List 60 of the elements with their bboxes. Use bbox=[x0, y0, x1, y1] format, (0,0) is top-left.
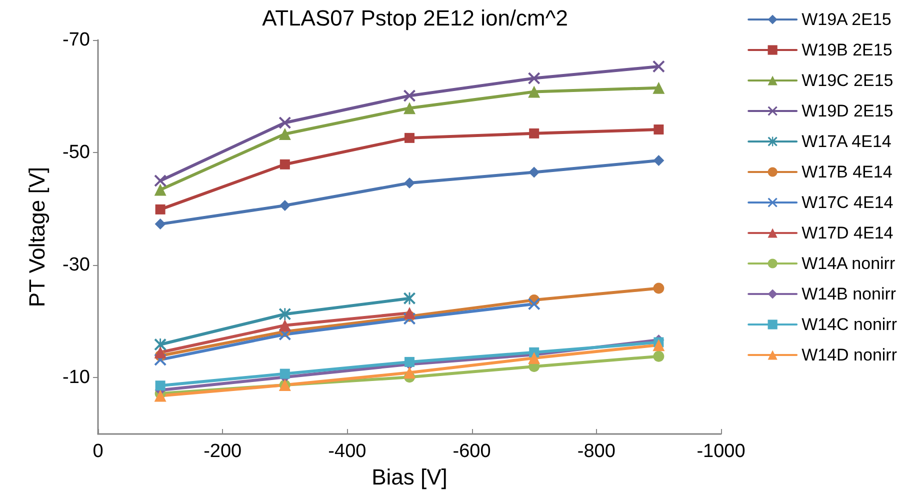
y-axis-title: PT Voltage [V] bbox=[24, 166, 50, 308]
point bbox=[280, 368, 290, 379]
point bbox=[278, 319, 291, 332]
point bbox=[278, 128, 291, 140]
point bbox=[404, 90, 416, 102]
point bbox=[652, 82, 665, 94]
point bbox=[154, 218, 166, 230]
x-tick-label: 0 bbox=[92, 441, 104, 462]
point bbox=[154, 174, 166, 187]
legend-label: W19A 2E15 bbox=[802, 10, 892, 29]
point bbox=[528, 72, 540, 84]
legend-label: W17B 4E14 bbox=[802, 162, 892, 182]
point bbox=[654, 124, 664, 134]
legend-label: W19D 2E15 bbox=[802, 102, 894, 120]
x-tick-label: -400 bbox=[328, 441, 366, 462]
point bbox=[652, 339, 665, 352]
point bbox=[528, 298, 540, 310]
y-tick-label: -70 bbox=[62, 30, 90, 50]
point bbox=[404, 292, 416, 304]
point bbox=[279, 200, 290, 211]
legend-label: W19C 2E15 bbox=[802, 71, 894, 90]
point bbox=[529, 128, 540, 138]
point bbox=[404, 132, 414, 143]
point bbox=[154, 184, 166, 196]
legend-label: W14B nonirr bbox=[802, 284, 896, 304]
point bbox=[653, 282, 664, 294]
legend-label: W17A 4E14 bbox=[802, 132, 892, 151]
legend-label: W14A nonirr bbox=[802, 254, 896, 273]
point bbox=[404, 366, 416, 379]
point bbox=[404, 177, 415, 188]
point bbox=[404, 102, 416, 114]
point bbox=[404, 306, 416, 319]
legend-label: W14D nonirr bbox=[802, 346, 898, 364]
point bbox=[404, 356, 414, 367]
chart-title: ATLAS07 Pstop 2E12 ion/cm^2 bbox=[262, 6, 568, 30]
point bbox=[154, 346, 166, 358]
x-tick-label: -600 bbox=[452, 441, 491, 462]
x-tick-label: -200 bbox=[204, 441, 242, 462]
point bbox=[155, 380, 166, 391]
legend-label: W19B 2E15 bbox=[802, 40, 892, 60]
legend-label: W17C 4E14 bbox=[802, 193, 894, 212]
point bbox=[278, 116, 291, 129]
point bbox=[280, 159, 290, 170]
point bbox=[528, 166, 540, 178]
legend-label: W14C nonirr bbox=[802, 315, 898, 334]
point bbox=[528, 352, 540, 364]
x-tick-label: -1000 bbox=[696, 441, 746, 462]
point bbox=[653, 350, 664, 362]
point bbox=[155, 204, 166, 214]
y-tick-label: -10 bbox=[62, 367, 90, 388]
point bbox=[652, 60, 665, 72]
point bbox=[278, 308, 291, 320]
x-tick-label: -800 bbox=[577, 441, 616, 462]
point bbox=[528, 86, 540, 98]
y-tick-label: -30 bbox=[62, 254, 90, 276]
y-tick-label: -50 bbox=[62, 142, 90, 164]
legend-label: W17D 4E14 bbox=[802, 224, 894, 242]
point bbox=[653, 154, 664, 166]
point bbox=[154, 390, 166, 402]
x-axis-title: Bias [V] bbox=[372, 464, 448, 490]
